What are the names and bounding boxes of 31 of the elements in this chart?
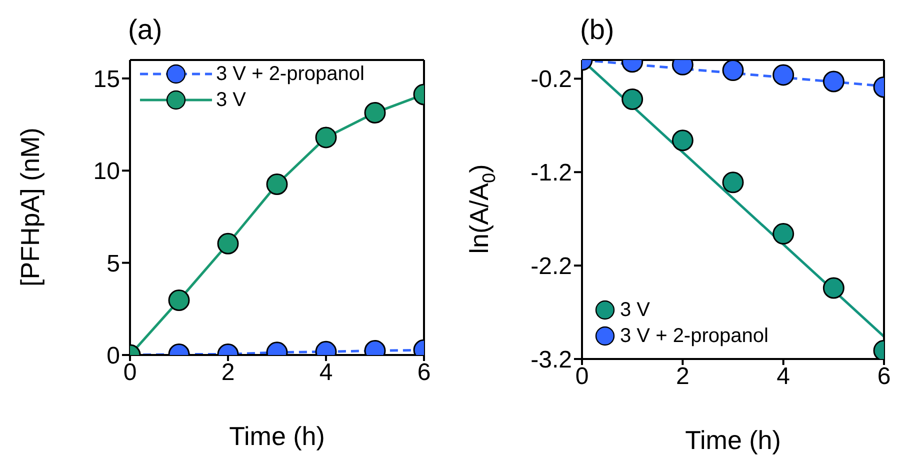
y-tick-label: -2.2 bbox=[530, 253, 572, 280]
x-axis-title: Time (h) bbox=[685, 425, 781, 455]
chart-title: (b) bbox=[580, 14, 614, 46]
y-tick-label: 15 bbox=[93, 66, 120, 93]
y-tick-label: -0.2 bbox=[530, 66, 572, 94]
x-tick-label: 2 bbox=[221, 359, 235, 386]
legend-label: 3 V + 2-propanol bbox=[216, 62, 364, 86]
y-tick-label: -1.2 bbox=[530, 160, 572, 187]
point bbox=[622, 88, 644, 110]
point bbox=[672, 130, 694, 152]
point bbox=[772, 64, 794, 86]
x-tick-label: 6 bbox=[417, 359, 431, 386]
x-tick-label: 2 bbox=[676, 363, 690, 390]
x-tick-label: 0 bbox=[575, 363, 589, 390]
legend-label: 3 V + 2-propanol bbox=[620, 324, 768, 348]
chart-title: (a) bbox=[128, 14, 162, 46]
point bbox=[722, 60, 744, 82]
x-tick-label: 4 bbox=[776, 363, 790, 390]
point bbox=[772, 223, 794, 245]
x-tick-label: 4 bbox=[319, 359, 333, 386]
y-axis-title: [PFHpA] (nM) bbox=[15, 128, 45, 286]
y-tick-label: 5 bbox=[106, 250, 120, 278]
x-axis-title: Time (h) bbox=[229, 421, 325, 451]
point bbox=[822, 277, 844, 299]
point bbox=[722, 172, 744, 194]
point bbox=[822, 70, 844, 92]
legend-label: 3 V bbox=[620, 298, 650, 322]
legend-label: 3 V bbox=[216, 88, 246, 112]
y-tick-label: -3.2 bbox=[530, 346, 572, 374]
y-tick-label: 10 bbox=[93, 158, 120, 186]
x-tick-label: 6 bbox=[877, 363, 891, 390]
